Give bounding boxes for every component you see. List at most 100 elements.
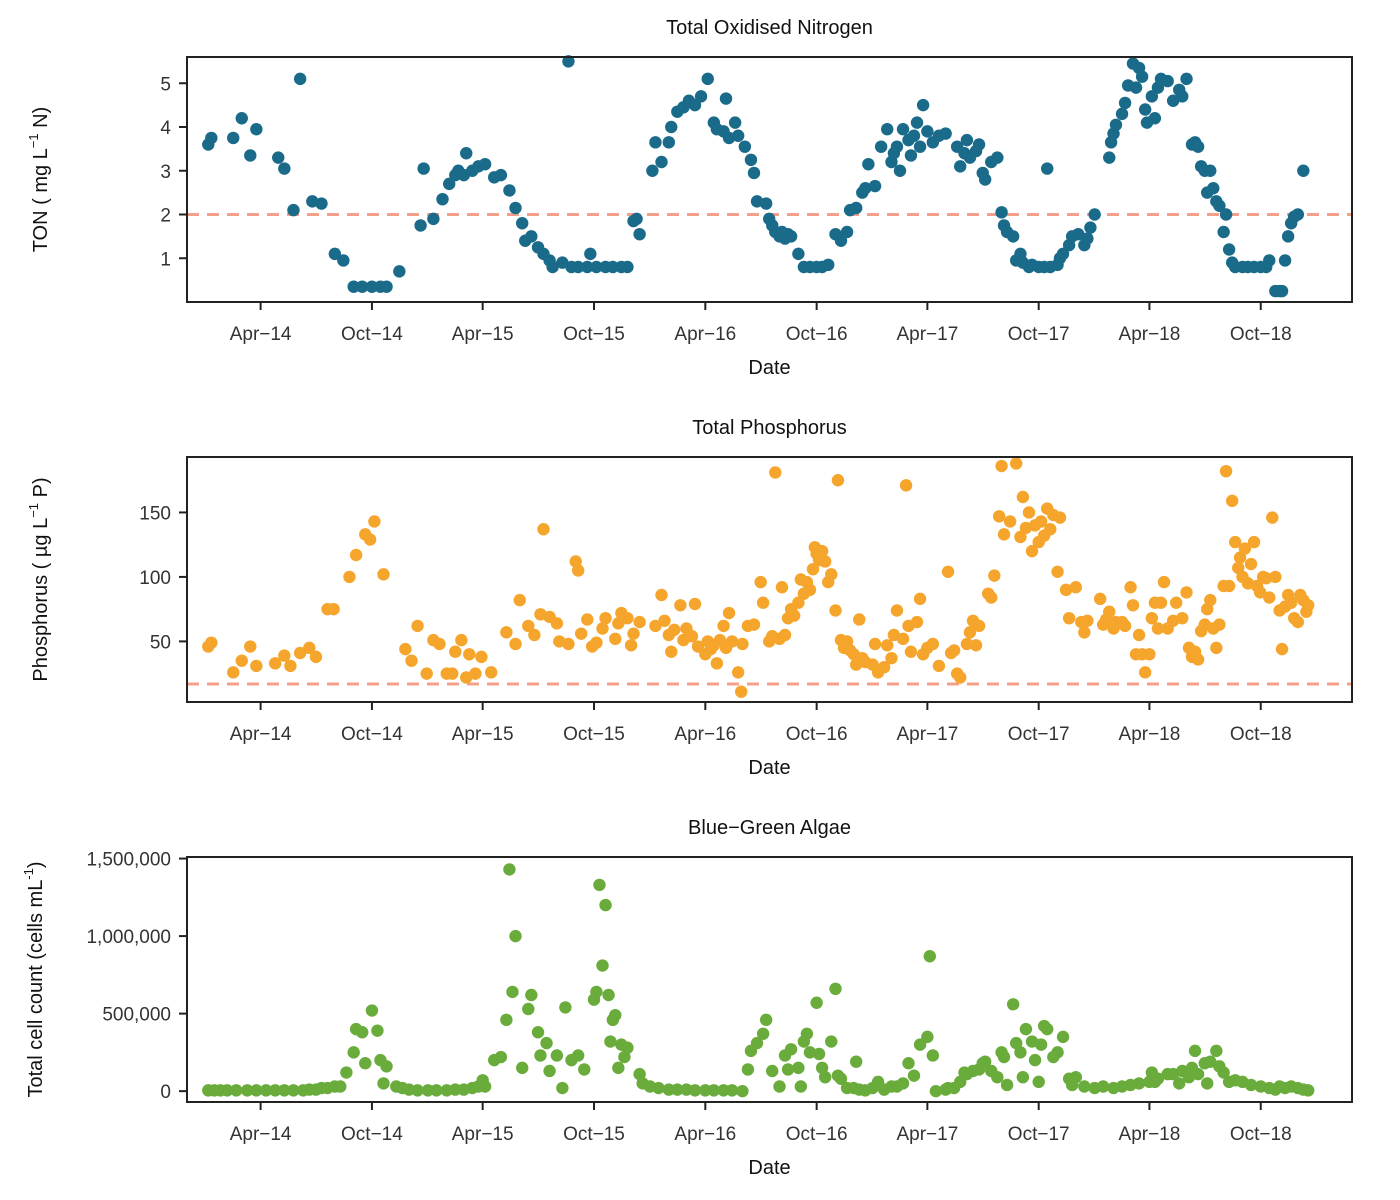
data-point [1157, 575, 1171, 589]
data-point [1118, 96, 1132, 110]
data-point [337, 254, 350, 267]
data-point [484, 666, 498, 679]
data-point [1138, 666, 1152, 679]
x-tick-label: Apr−18 [1119, 324, 1181, 345]
data-point [1161, 74, 1174, 88]
data-point [227, 666, 240, 679]
data-point [991, 1070, 1004, 1084]
data-point [1217, 225, 1230, 239]
data-point [792, 1061, 805, 1075]
y-tick-label: 2 [160, 206, 171, 227]
data-point [688, 98, 702, 112]
data-point [463, 648, 476, 661]
panel-2: Total Phosphorus Apr−14 Oct−14 Apr−15 Oct−15… [26, 417, 1353, 779]
data-point [1053, 511, 1067, 524]
data-point [926, 637, 940, 651]
data-point [1210, 1044, 1223, 1058]
x-tick-label: Oct−14 [341, 324, 403, 345]
data-point [972, 138, 986, 151]
data-point [1213, 199, 1226, 212]
data-point [1062, 611, 1076, 625]
data-point [581, 260, 594, 274]
data-point [1051, 1046, 1064, 1059]
y-tick-label: 500,000 [102, 1005, 171, 1026]
x-tick-label: Apr−15 [452, 1124, 514, 1145]
data-point [668, 623, 681, 636]
data-point [1103, 605, 1116, 618]
data-point [1207, 182, 1220, 195]
y-tick-label: 100 [139, 568, 171, 589]
data-point [829, 604, 842, 617]
data-point [596, 622, 609, 635]
data-point [913, 592, 927, 606]
data-point [893, 164, 907, 177]
x-tick-label: Apr−15 [452, 324, 514, 345]
data-point [571, 564, 585, 577]
data-point [513, 593, 526, 607]
x-tick-label: Oct−17 [1008, 724, 1070, 745]
x-axis-label: Date [748, 1157, 790, 1179]
data-point [1269, 570, 1282, 584]
data-point [728, 116, 742, 129]
data-point [414, 219, 427, 232]
data-point [787, 609, 801, 622]
data-point [822, 258, 835, 272]
data-point [540, 1036, 553, 1050]
data-point [800, 1027, 814, 1040]
data-point [581, 613, 594, 626]
data-point [235, 112, 248, 125]
data-point [562, 55, 575, 68]
x-tick-label: Oct−16 [786, 324, 848, 345]
data-point [1084, 221, 1097, 234]
data-point [284, 659, 297, 673]
data-point [710, 657, 724, 670]
y-tick-label: 50 [150, 632, 171, 653]
y-axis-label: Total cell count (cells mL-1) [21, 861, 47, 1097]
data-point [921, 1030, 934, 1044]
data-point [590, 636, 603, 649]
data-point [278, 1084, 291, 1097]
y-axis-label-unit: N) [30, 107, 52, 134]
y-axis-label-unit: ) [25, 861, 47, 868]
data-point [343, 570, 356, 584]
x-tick-label: Oct−17 [1008, 324, 1070, 345]
data-point [766, 1064, 779, 1078]
data-point [913, 1038, 927, 1051]
data-point [516, 1061, 529, 1075]
data-point [747, 618, 761, 631]
data-point [604, 1035, 617, 1048]
data-point [759, 1013, 773, 1027]
y-axis-label-text: Phosphorus ( µg L [30, 518, 52, 682]
data-point [562, 637, 575, 651]
data-point [1059, 583, 1073, 597]
data-point [750, 1036, 764, 1050]
data-point [340, 1066, 353, 1079]
data-point [1238, 542, 1252, 555]
data-point [907, 1069, 921, 1082]
data-point [1247, 535, 1261, 549]
chart-title: Blue−Green Algae [688, 817, 851, 839]
data-point [1056, 247, 1070, 261]
data-point [699, 1084, 712, 1097]
data-point [500, 626, 513, 639]
data-point [1204, 1055, 1217, 1068]
data-point [244, 640, 257, 653]
data-point [1266, 511, 1279, 524]
data-point [220, 1084, 234, 1097]
data-point [731, 666, 745, 679]
data-point [356, 1026, 369, 1039]
data-point [584, 247, 597, 261]
plot-frame [186, 456, 1353, 703]
data-point [717, 619, 730, 633]
data-point [1096, 1080, 1110, 1093]
data-point [825, 1035, 838, 1048]
y-axis-label: TON ( mg L−1 N) [26, 107, 52, 253]
data-point [509, 201, 522, 215]
data-point [612, 617, 625, 630]
data-point [531, 1026, 545, 1039]
data-point [655, 588, 668, 602]
data-point [810, 996, 823, 1009]
data-point [293, 646, 307, 660]
data-point [359, 1057, 372, 1070]
data-point [1000, 1078, 1014, 1092]
